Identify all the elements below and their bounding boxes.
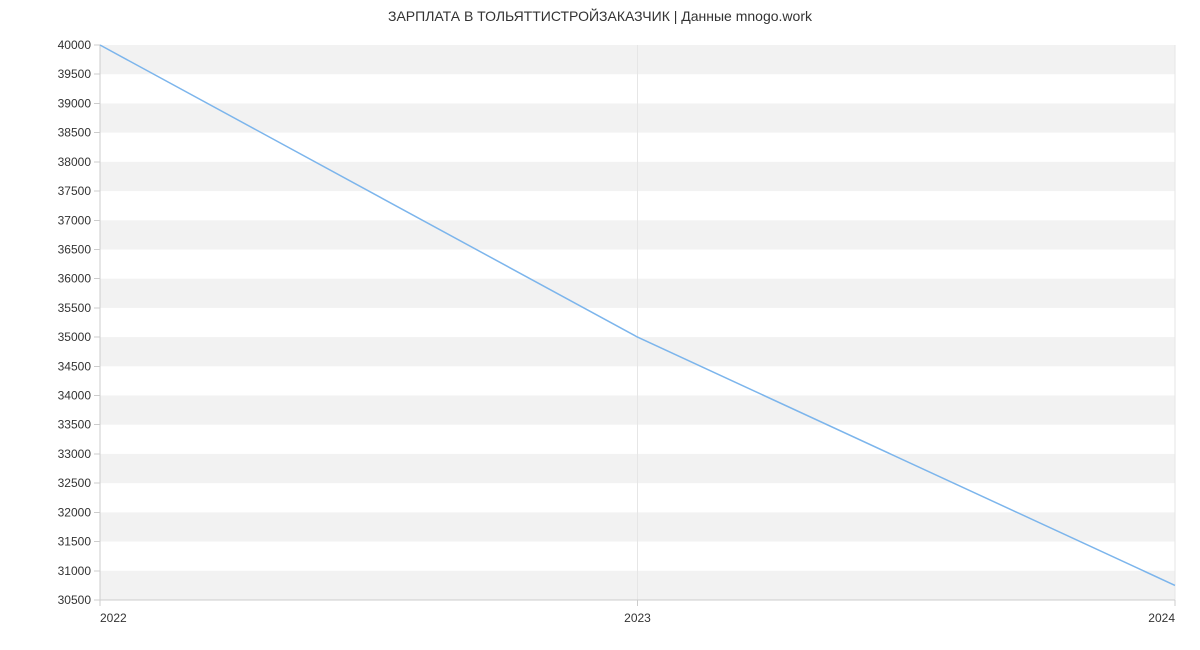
y-tick-label: 34500	[58, 359, 92, 373]
y-tick-label: 31500	[58, 535, 92, 549]
chart-svg: 30500 31000 31500 32000 32500 33000 33500 34000…	[0, 0, 1200, 650]
y-tick-label: 32500	[58, 476, 92, 490]
x-tick-label: 2023	[624, 611, 651, 625]
y-tick-label: 37500	[58, 184, 92, 198]
y-tick-label: 40000	[58, 38, 92, 52]
y-tick-label: 31000	[58, 564, 92, 578]
y-tick-label: 30500	[58, 593, 92, 607]
y-tick-label: 39000	[58, 96, 92, 110]
y-tick-label: 32000	[58, 505, 92, 519]
y-tick-label: 38500	[58, 126, 92, 140]
y-tick-label: 36000	[58, 272, 92, 286]
y-tick-label: 33000	[58, 447, 92, 461]
chart-title: ЗАРПЛАТА В ТОЛЬЯТТИСТРОЙЗАКАЗЧИК | Данны…	[0, 8, 1200, 24]
y-tick-label: 35000	[58, 330, 92, 344]
y-tick-label: 36500	[58, 242, 92, 256]
y-tick-label: 39500	[58, 67, 92, 81]
salary-chart: ЗАРПЛАТА В ТОЛЬЯТТИСТРОЙЗАКАЗЧИК | Данны…	[0, 0, 1200, 650]
y-tick-label: 37000	[58, 213, 92, 227]
y-tick-label: 35500	[58, 301, 92, 315]
y-tick-label: 33500	[58, 418, 92, 432]
x-tick-label: 2022	[100, 611, 127, 625]
y-tick-label: 34000	[58, 389, 92, 403]
x-tick-label: 2024	[1148, 611, 1175, 625]
y-tick-label: 38000	[58, 155, 92, 169]
